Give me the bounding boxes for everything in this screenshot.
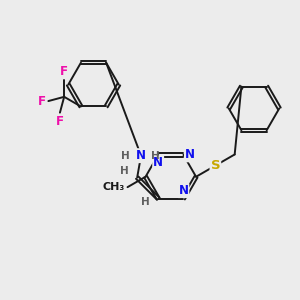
Text: CH₃: CH₃ [102,182,124,192]
Text: F: F [60,65,68,78]
Text: N: N [136,149,146,162]
Text: F: F [38,94,46,108]
Text: N: N [153,156,163,170]
Text: N: N [178,184,188,197]
Text: H: H [120,166,129,176]
Text: F: F [56,115,64,128]
Text: H: H [141,196,150,207]
Text: H: H [151,151,159,161]
Text: N: N [185,148,195,161]
Text: H: H [121,151,130,161]
Text: S: S [211,159,220,172]
